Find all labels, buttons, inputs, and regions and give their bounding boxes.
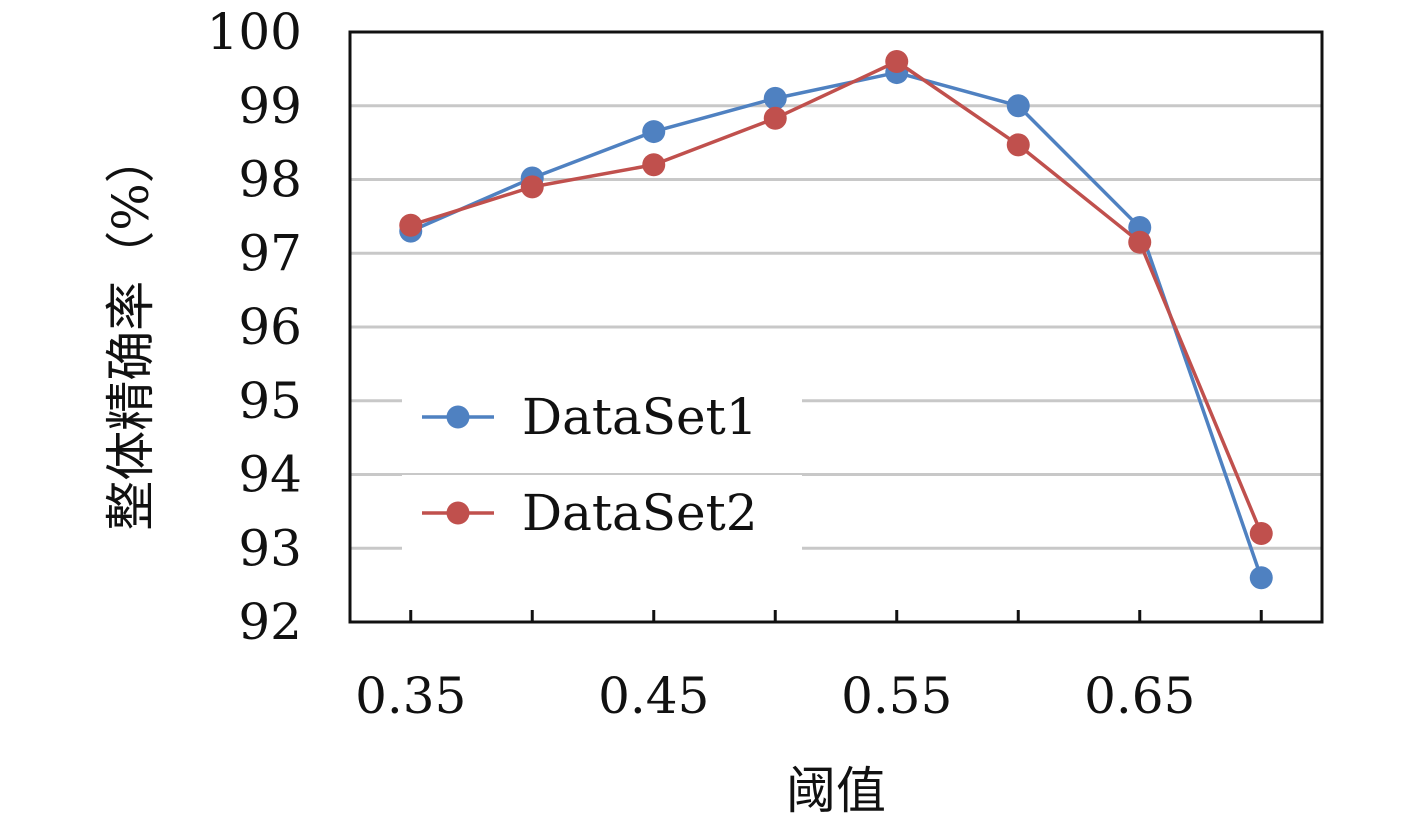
y-tick-label: 96: [238, 298, 302, 356]
y-tick-label: 93: [238, 519, 302, 577]
y-tick-label: 99: [238, 77, 302, 135]
x-tick-label: 0.45: [598, 667, 709, 725]
y-tick-label: 92: [238, 593, 302, 651]
data-point: [1249, 522, 1273, 545]
series-DataSet2: [399, 50, 1273, 545]
y-axis-title: 整体精确率（%）: [102, 133, 160, 531]
grid-layer: [350, 30, 1322, 550]
data-point: [642, 153, 666, 177]
y-tick-label: 100: [207, 3, 302, 61]
legend: DataSet1 DataSet2: [402, 379, 802, 551]
series-DataSet1: [399, 61, 1273, 590]
data-point: [642, 120, 666, 144]
x-tick-label: 0.65: [1084, 667, 1195, 725]
y-tick-label: 94: [238, 446, 302, 504]
data-point: [520, 175, 544, 199]
y-tick-label: 95: [238, 372, 302, 430]
y-tick-label: 97: [238, 224, 302, 282]
data-point: [763, 106, 787, 130]
x-tick-label: 0.55: [841, 667, 952, 725]
data-point: [885, 50, 909, 73]
legend-label: DataSet1: [522, 388, 758, 446]
series-line: [410, 59, 1263, 535]
data-point: [399, 213, 423, 237]
data-point: [1006, 94, 1030, 118]
data-point: [1128, 230, 1152, 254]
x-axis-title: 阈值: [786, 762, 886, 820]
legend-marker: [446, 501, 470, 525]
series-line: [410, 70, 1263, 579]
y-tick-label: 98: [238, 151, 302, 209]
data-point: [1249, 566, 1273, 590]
data-point: [763, 86, 787, 110]
legend-item-DataSet1: DataSet1: [422, 388, 758, 446]
x-tick-label: 0.35: [355, 667, 466, 725]
legend-marker: [446, 405, 470, 429]
axis-layer: 92 93 94 95 96 97 98 99 100 0.35 0.45 0.55 0.65: [207, 3, 1324, 725]
legend-label: DataSet2: [522, 484, 758, 542]
legend-item-DataSet2: DataSet2: [422, 484, 758, 542]
plot-frame: [348, 30, 1324, 624]
series-layer: [399, 50, 1273, 590]
data-point: [1006, 133, 1030, 157]
